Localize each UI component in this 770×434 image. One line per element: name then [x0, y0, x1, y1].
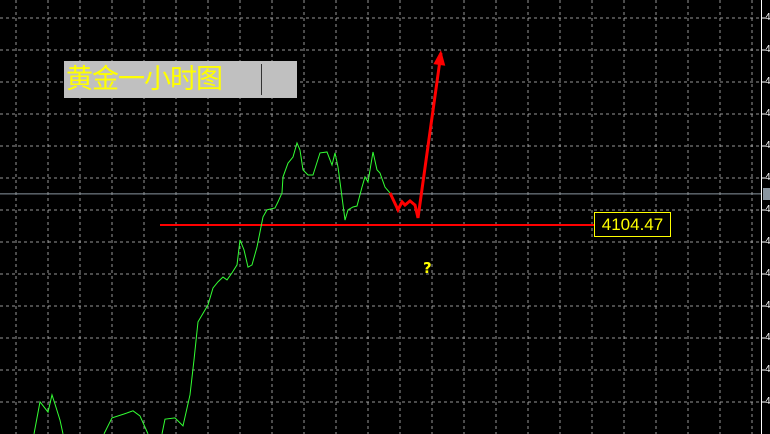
support-price-label: 4104.47 — [594, 212, 671, 237]
question-mark-annotation: ? — [423, 259, 432, 277]
axis-tick-label: 4 — [765, 268, 770, 279]
axis-tick-label: 4 — [765, 236, 770, 247]
price-line — [33, 392, 64, 434]
bid-price-tag — [763, 188, 770, 200]
price-line — [161, 141, 391, 434]
axis-tick-label: 4 — [765, 76, 770, 87]
title-label-box[interactable]: 黄金一小时图 — [64, 61, 297, 98]
projection-arrow-line — [388, 52, 443, 219]
axis-tick-label: 4 — [765, 300, 770, 311]
axis-tick-label: 4 — [765, 204, 770, 215]
price-line — [103, 410, 149, 434]
axis-tick-label: 4 — [765, 108, 770, 119]
axis-tick-label: 4 — [765, 140, 770, 151]
axis-tick-label: 4 — [765, 396, 770, 407]
axis-tick-label: 4 — [765, 12, 770, 23]
axis-tick-label: 4 — [765, 172, 770, 183]
axis-tick-label: 4 — [765, 332, 770, 343]
arrowhead-icon — [433, 50, 446, 66]
text-cursor — [261, 64, 262, 95]
axis-tick-label: 4 — [765, 364, 770, 375]
axis-tick-label: 4 — [765, 44, 770, 55]
chart-title: 黄金一小时图 — [66, 64, 223, 95]
